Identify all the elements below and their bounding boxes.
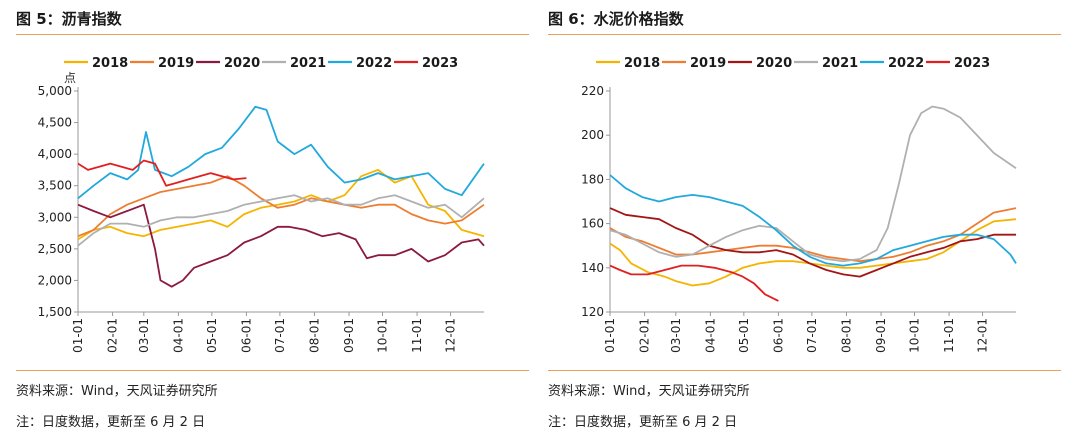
x-tick-label: 07-01 (805, 318, 819, 353)
y-tick-label: 180 (581, 172, 604, 186)
right-panel: 图 6：水泥价格指数 2018 2019 2020 2021 2022 2023 120 14… (548, 0, 1068, 433)
series-line-2021 (77, 194, 485, 247)
legend-label-2020: 2020 (756, 56, 792, 71)
x-tick-label: 10-01 (376, 318, 390, 353)
series-line-2020 (609, 207, 1016, 278)
series-line-2019 (77, 175, 485, 238)
y-tick-label: 2,000 (38, 273, 72, 287)
x-tick-label: 02-01 (638, 318, 652, 353)
x-tick-label: 04-01 (171, 318, 185, 353)
left-panel: 图 5：沥青指数 2018 2019 2020 2021 2022 2023 点 1,500 2… (16, 0, 536, 433)
y-tick-label: 3,000 (38, 210, 72, 224)
left-title-rule (16, 34, 529, 35)
legend-label-2018: 2018 (92, 56, 128, 71)
legend-label-2023: 2023 (422, 56, 458, 71)
legend-label-2023: 2023 (954, 56, 990, 71)
y-tick-label: 220 (581, 84, 604, 98)
cement-price-index-chart: 2018 2019 2020 2021 2022 2023 120 140 160 180 200 2… (581, 56, 1017, 353)
left-footer-rule (16, 370, 529, 371)
x-tick-label: 12-01 (444, 318, 458, 353)
series-line-2021 (609, 105, 1017, 263)
y-tick-label: 3,500 (38, 179, 72, 193)
series-line-2018 (609, 218, 1017, 287)
y-tick-label: 200 (581, 128, 604, 142)
y-axis-unit-label: 点 (64, 71, 76, 85)
legend-label-2019: 2019 (158, 56, 194, 71)
x-tick-label: 12-01 (976, 318, 990, 353)
x-tick-label: 08-01 (839, 318, 853, 353)
y-tick-label: 5,000 (38, 84, 72, 98)
x-tick-label: 07-01 (273, 318, 287, 353)
legend-label-2021: 2021 (822, 56, 858, 71)
legend-label-2022: 2022 (888, 56, 924, 71)
y-tick-label: 4,500 (38, 116, 72, 130)
right-note-text: 注：日度数据，更新至 6 月 2 日 (548, 415, 738, 430)
asphalt-index-chart: 2018 2019 2020 2021 2022 2023 点 1,500 2,000 2,500… (38, 56, 485, 353)
x-tick-label: 05-01 (737, 318, 751, 353)
legend-label-2021: 2021 (290, 56, 326, 71)
right-footer-rule (548, 370, 1061, 371)
legend-label-2020: 2020 (224, 56, 260, 71)
legend-label-2019: 2019 (690, 56, 726, 71)
x-tick-label: 01-01 (71, 318, 85, 353)
x-tick-label: 04-01 (703, 318, 717, 353)
left-chart-title: 图 5：沥青指数 (16, 10, 122, 28)
y-tick-label: 140 (581, 261, 604, 275)
x-tick-label: 02-01 (106, 318, 120, 353)
y-tick-label: 4,000 (38, 147, 72, 161)
x-tick-label: 01-01 (603, 318, 617, 353)
y-tick-label: 160 (581, 217, 604, 231)
x-tick-label: 06-01 (771, 318, 785, 353)
x-tick-label: 09-01 (342, 318, 356, 353)
series-line-2019 (609, 207, 1017, 263)
left-note-text: 注：日度数据，更新至 6 月 2 日 (16, 415, 206, 430)
x-tick-label: 06-01 (239, 318, 253, 353)
series-line-2018 (77, 168, 485, 241)
right-title-rule (548, 34, 1061, 35)
legend-label-2022: 2022 (356, 56, 392, 71)
x-tick-label: 11-01 (410, 318, 424, 353)
x-tick-label: 03-01 (669, 318, 683, 353)
x-tick-label: 11-01 (942, 318, 956, 353)
x-tick-label: 09-01 (874, 318, 888, 353)
y-tick-label: 2,500 (38, 242, 72, 256)
x-tick-label: 05-01 (205, 318, 219, 353)
y-tick-label: 1,500 (38, 305, 72, 319)
series-line-2020 (77, 203, 485, 288)
left-source-text: 资料来源：Wind，天风证券研究所 (16, 384, 218, 399)
x-tick-label: 10-01 (908, 318, 922, 353)
right-chart-title: 图 6：水泥价格指数 (548, 10, 684, 28)
series-line-2022 (609, 174, 1017, 267)
series-line-2022 (77, 105, 485, 200)
series-line-2023 (609, 264, 779, 302)
series-line-2023 (77, 159, 247, 187)
right-source-text: 资料来源：Wind，天风证券研究所 (548, 384, 750, 399)
legend-label-2018: 2018 (624, 56, 660, 71)
x-tick-label: 03-01 (137, 318, 151, 353)
x-tick-label: 08-01 (307, 318, 321, 353)
y-tick-label: 120 (581, 305, 604, 319)
